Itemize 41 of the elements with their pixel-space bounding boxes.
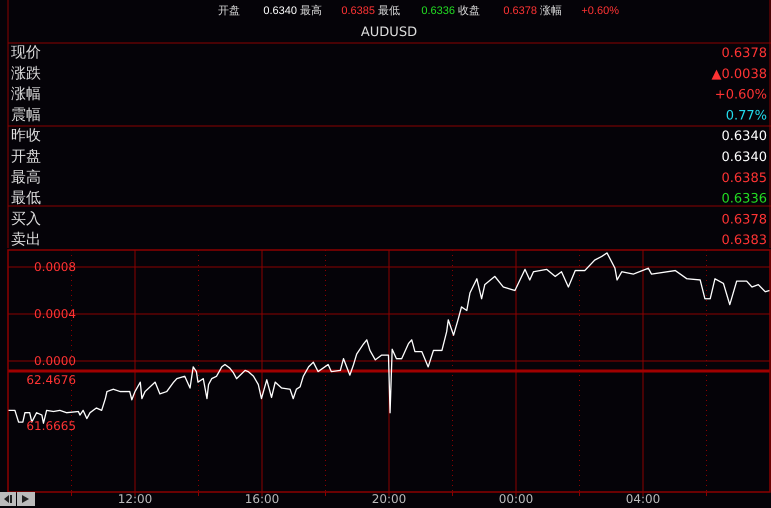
text: 震幅: [11, 105, 41, 124]
text: 0.6336: [722, 192, 767, 207]
text: 0.6336: [421, 5, 455, 17]
text: 0.6340: [722, 150, 767, 165]
y2-tick-label: 62.4676: [26, 373, 76, 388]
text: 0.6378: [722, 46, 767, 61]
y2-tick-label: 61.6665: [26, 419, 76, 434]
text: +0.60%: [714, 88, 767, 103]
text: 最高: [11, 168, 41, 186]
text: 现价: [11, 43, 41, 61]
y-tick-label: 0.0008: [34, 260, 76, 274]
y-tick-label: 0.0000: [34, 354, 76, 368]
text: 最低: [378, 5, 400, 17]
text: 0.6340: [722, 129, 767, 144]
text: 卖出: [11, 230, 41, 248]
y-tick-label: 0.0004: [34, 307, 76, 322]
text: 昨收: [11, 126, 41, 144]
text: AUDUSD: [360, 25, 418, 40]
x-tick-label: 20:00: [372, 492, 406, 506]
text: 最高: [300, 4, 322, 17]
text: 开盘: [11, 147, 41, 165]
text: ▲0.0038: [712, 66, 767, 82]
text: 0.77%: [726, 108, 767, 124]
text: +0.60%: [581, 5, 620, 17]
text: 最低: [11, 188, 41, 207]
text: 开盘: [218, 5, 240, 17]
text: 买入: [11, 209, 41, 228]
text: 涨跌: [11, 64, 41, 82]
text: 0.6378: [722, 212, 767, 228]
x-tick-label: 16:00: [244, 492, 280, 506]
text: 0.6378: [503, 5, 537, 17]
text: 0.6340: [263, 5, 297, 17]
text: 0.6385: [722, 170, 767, 186]
x-tick-label: 12:00: [118, 492, 152, 506]
x-tick-label: 00:00: [498, 492, 534, 506]
text: 0.6383: [722, 233, 767, 248]
text: 收盘: [458, 5, 480, 17]
x-tick-label: 04:00: [626, 492, 660, 506]
text: 涨幅: [540, 5, 562, 17]
text: 0.6385: [341, 5, 375, 17]
text: 涨幅: [11, 84, 41, 103]
